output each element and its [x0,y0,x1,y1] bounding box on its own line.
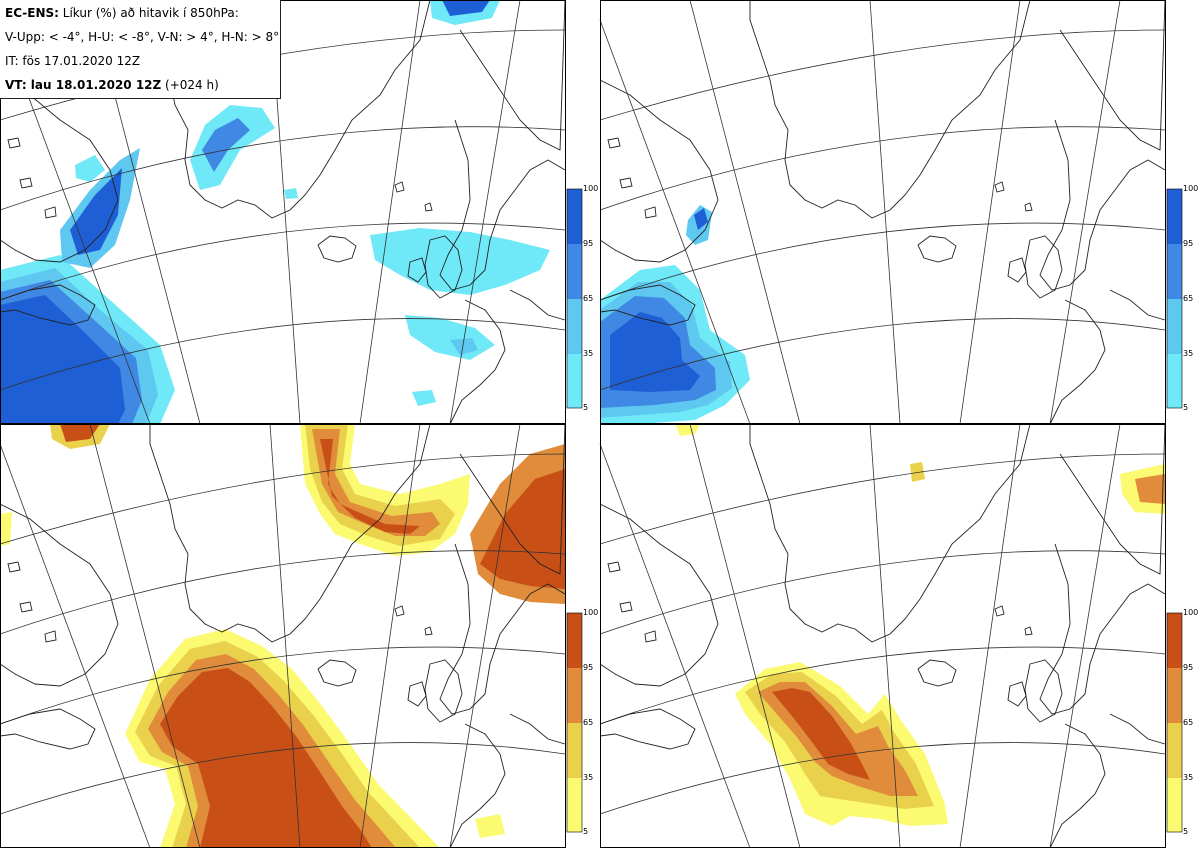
tick-5: 5 [583,827,589,836]
cold-probability-field [0,0,550,424]
title-model: EC-ENS: [5,6,59,20]
tick-35: 35 [1183,773,1194,782]
cold-probability-field [600,205,750,424]
warm-probability-field [675,424,1165,826]
tick-100: 100 [583,608,599,617]
tick-65: 65 [583,294,594,303]
panel-top-left-map [0,0,566,425]
tick-95: 95 [583,663,594,672]
map-info-box: EC-ENS: Líkur (%) að hitavik í 850hPa: V… [0,0,281,99]
tick-95: 95 [1183,663,1194,672]
valid-time: VT: lau 18.01.2020 12Z [5,78,162,92]
initial-time-line: IT: fös 17.01.2020 12Z [5,54,141,68]
tick-35: 35 [583,349,594,358]
tick-100: 100 [583,184,599,193]
colorbar-cold-right [1166,188,1183,409]
colorbar-warm-left [566,612,583,833]
tick-65: 65 [583,718,594,727]
tick-5: 5 [583,403,589,412]
panel-bottom-right-map [599,423,1166,848]
tick-100: 100 [1183,608,1199,617]
panel-top-right-map [599,0,1166,425]
tick-5: 5 [1183,827,1189,836]
thresholds-line: V-Upp: < -4°, H-U: < -8°, V-N: > 4°, H-N… [5,30,280,44]
tick-95: 95 [1183,239,1194,248]
valid-time-line: VT: lau 18.01.2020 12Z (+024 h) [5,75,275,99]
forecast-lead: (+024 h) [165,78,219,92]
title-description: Líkur (%) að hitavik í 850hPa: [62,6,239,20]
title-line: EC-ENS: Líkur (%) að hitavik í 850hPa: [5,3,275,27]
tick-35: 35 [1183,349,1194,358]
panel-bottom-left-map [0,423,566,848]
tick-65: 65 [1183,718,1194,727]
tick-65: 65 [1183,294,1194,303]
warm-probability-field [0,424,565,848]
tick-5: 5 [1183,403,1189,412]
tick-100: 100 [1183,184,1199,193]
tick-35: 35 [583,773,594,782]
colorbar-warm-right [1166,612,1183,833]
tick-95: 95 [583,239,594,248]
colorbar-cold-left [566,188,583,409]
